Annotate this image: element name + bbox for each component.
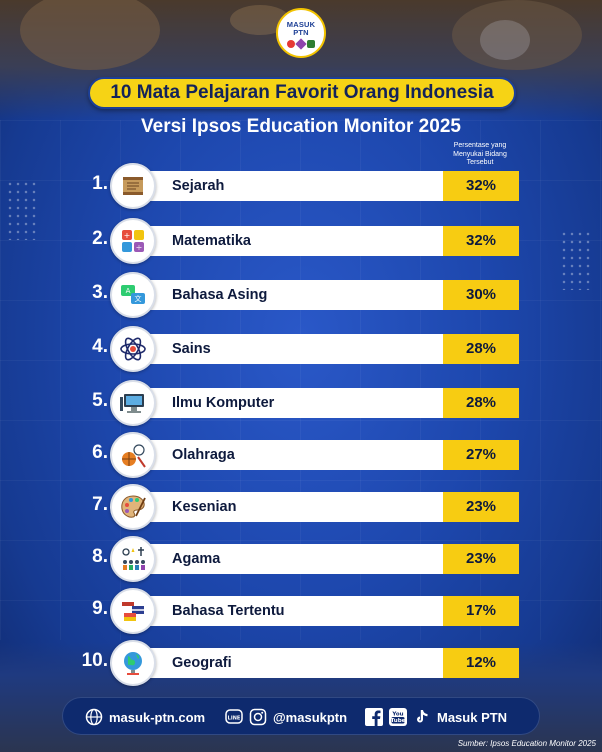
subject-bar — [130, 440, 444, 470]
subject-percent: 32% — [443, 171, 519, 201]
sports-balls-icon — [110, 432, 156, 478]
svg-text:文: 文 — [135, 294, 142, 303]
website-link[interactable]: masuk-ptn.com — [85, 698, 205, 736]
list-item: 7. Kesenian 23% — [0, 484, 602, 530]
subject-bar — [130, 544, 444, 574]
rank-number: 7. — [92, 494, 108, 515]
subject-percent: 17% — [443, 596, 519, 626]
subject-percent: 30% — [443, 280, 519, 310]
scroll-icon — [110, 163, 156, 209]
palette-icon — [110, 484, 156, 530]
atom-icon — [110, 326, 156, 372]
rank-number: 10. — [81, 650, 108, 671]
rank-number: 8. — [92, 546, 108, 567]
rank-number: 6. — [92, 442, 108, 463]
svg-text:LINE: LINE — [228, 716, 241, 722]
page-subtitle: Versi Ipsos Education Monitor 2025 — [141, 116, 461, 137]
subject-percent: 27% — [443, 440, 519, 470]
subject-percent: 12% — [443, 648, 519, 678]
subject-bar — [130, 334, 444, 364]
math-blocks-icon: + ÷ — [110, 218, 156, 264]
svg-text:Tube: Tube — [391, 718, 406, 724]
facebook-icon — [365, 708, 383, 726]
decor-dots-left — [6, 180, 36, 240]
svg-text:+: + — [124, 231, 131, 240]
list-item: 2. Matematika 32% + ÷ — [0, 218, 602, 264]
website-text: masuk-ptn.com — [109, 709, 206, 725]
flags-icon — [110, 588, 156, 634]
subject-name: Olahraga — [172, 447, 235, 463]
brand-logo-text: MASUK PTN — [286, 20, 316, 37]
decor-dots-right — [560, 230, 590, 290]
list-item: 9. Bahasa Tertentu 17% — [0, 588, 602, 634]
subject-bar — [130, 596, 444, 626]
subject-percent: 32% — [443, 226, 519, 256]
subject-bar — [130, 171, 444, 201]
list-item: 6. Olahraga 27% — [0, 432, 602, 478]
rank-number: 2. — [92, 228, 108, 249]
religion-symbols-icon — [110, 536, 156, 582]
channel-text: Masuk PTN — [437, 709, 508, 725]
source-credit: Sumber: Ipsos Education Monitor 2025 — [457, 739, 596, 748]
subject-name: Matematika — [172, 233, 251, 249]
computer-icon — [110, 380, 156, 426]
subject-bar — [130, 388, 444, 418]
subject-bar — [130, 492, 444, 522]
globe-icon — [110, 640, 156, 686]
social-footer: masuk-ptn.com LINE @masukptn You Tube Mas… — [62, 697, 540, 735]
list-item: 5. Ilmu Komputer 28% — [0, 380, 602, 426]
subject-name: Geografi — [172, 655, 232, 671]
instagram-icon — [249, 708, 267, 726]
social-handle-link[interactable]: LINE @masukptn — [225, 698, 347, 736]
subject-name: Ilmu Komputer — [172, 395, 275, 411]
channel-link[interactable]: You Tube Masuk PTN — [365, 698, 507, 736]
subject-bar — [130, 226, 444, 256]
percent-column-header: Persentase yang Menyukai Bidang Tersebut — [453, 142, 507, 166]
subject-bar — [130, 648, 444, 678]
rank-number: 3. — [92, 282, 108, 303]
list-item: 1. Sejarah 32% — [0, 163, 602, 209]
subject-name: Bahasa Asing — [172, 287, 268, 303]
page-title: 10 Mata Pelajaran Favorit Orang Indonesi… — [88, 77, 516, 109]
brand-logo: MASUK PTN — [276, 8, 326, 58]
subject-name: Agama — [172, 551, 221, 567]
subject-name: Sains — [172, 341, 211, 357]
rank-number: 4. — [92, 336, 108, 357]
subject-name: Bahasa Tertentu — [172, 603, 285, 619]
svg-text:You: You — [391, 712, 403, 718]
rank-number: 9. — [92, 598, 108, 619]
globe-outline-icon — [85, 708, 103, 726]
svg-text:A: A — [126, 287, 131, 295]
subject-percent: 28% — [443, 334, 519, 364]
line-chat-icon: LINE — [225, 709, 243, 724]
subject-percent: 28% — [443, 388, 519, 418]
svg-text:÷: ÷ — [136, 243, 143, 252]
handle-text: @masukptn — [273, 709, 348, 725]
subject-percent: 23% — [443, 492, 519, 522]
rank-number: 1. — [92, 173, 108, 194]
subject-percent: 23% — [443, 544, 519, 574]
list-item: 4. Sains 28% — [0, 326, 602, 372]
tiktok-icon — [417, 710, 428, 723]
subject-bar — [130, 280, 444, 310]
subject-name: Kesenian — [172, 499, 237, 515]
subject-name: Sejarah — [172, 178, 225, 194]
rank-number: 5. — [92, 390, 108, 411]
list-item: 8. Agama 23% — [0, 536, 602, 582]
list-item: 10. Geografi 12% — [0, 640, 602, 686]
